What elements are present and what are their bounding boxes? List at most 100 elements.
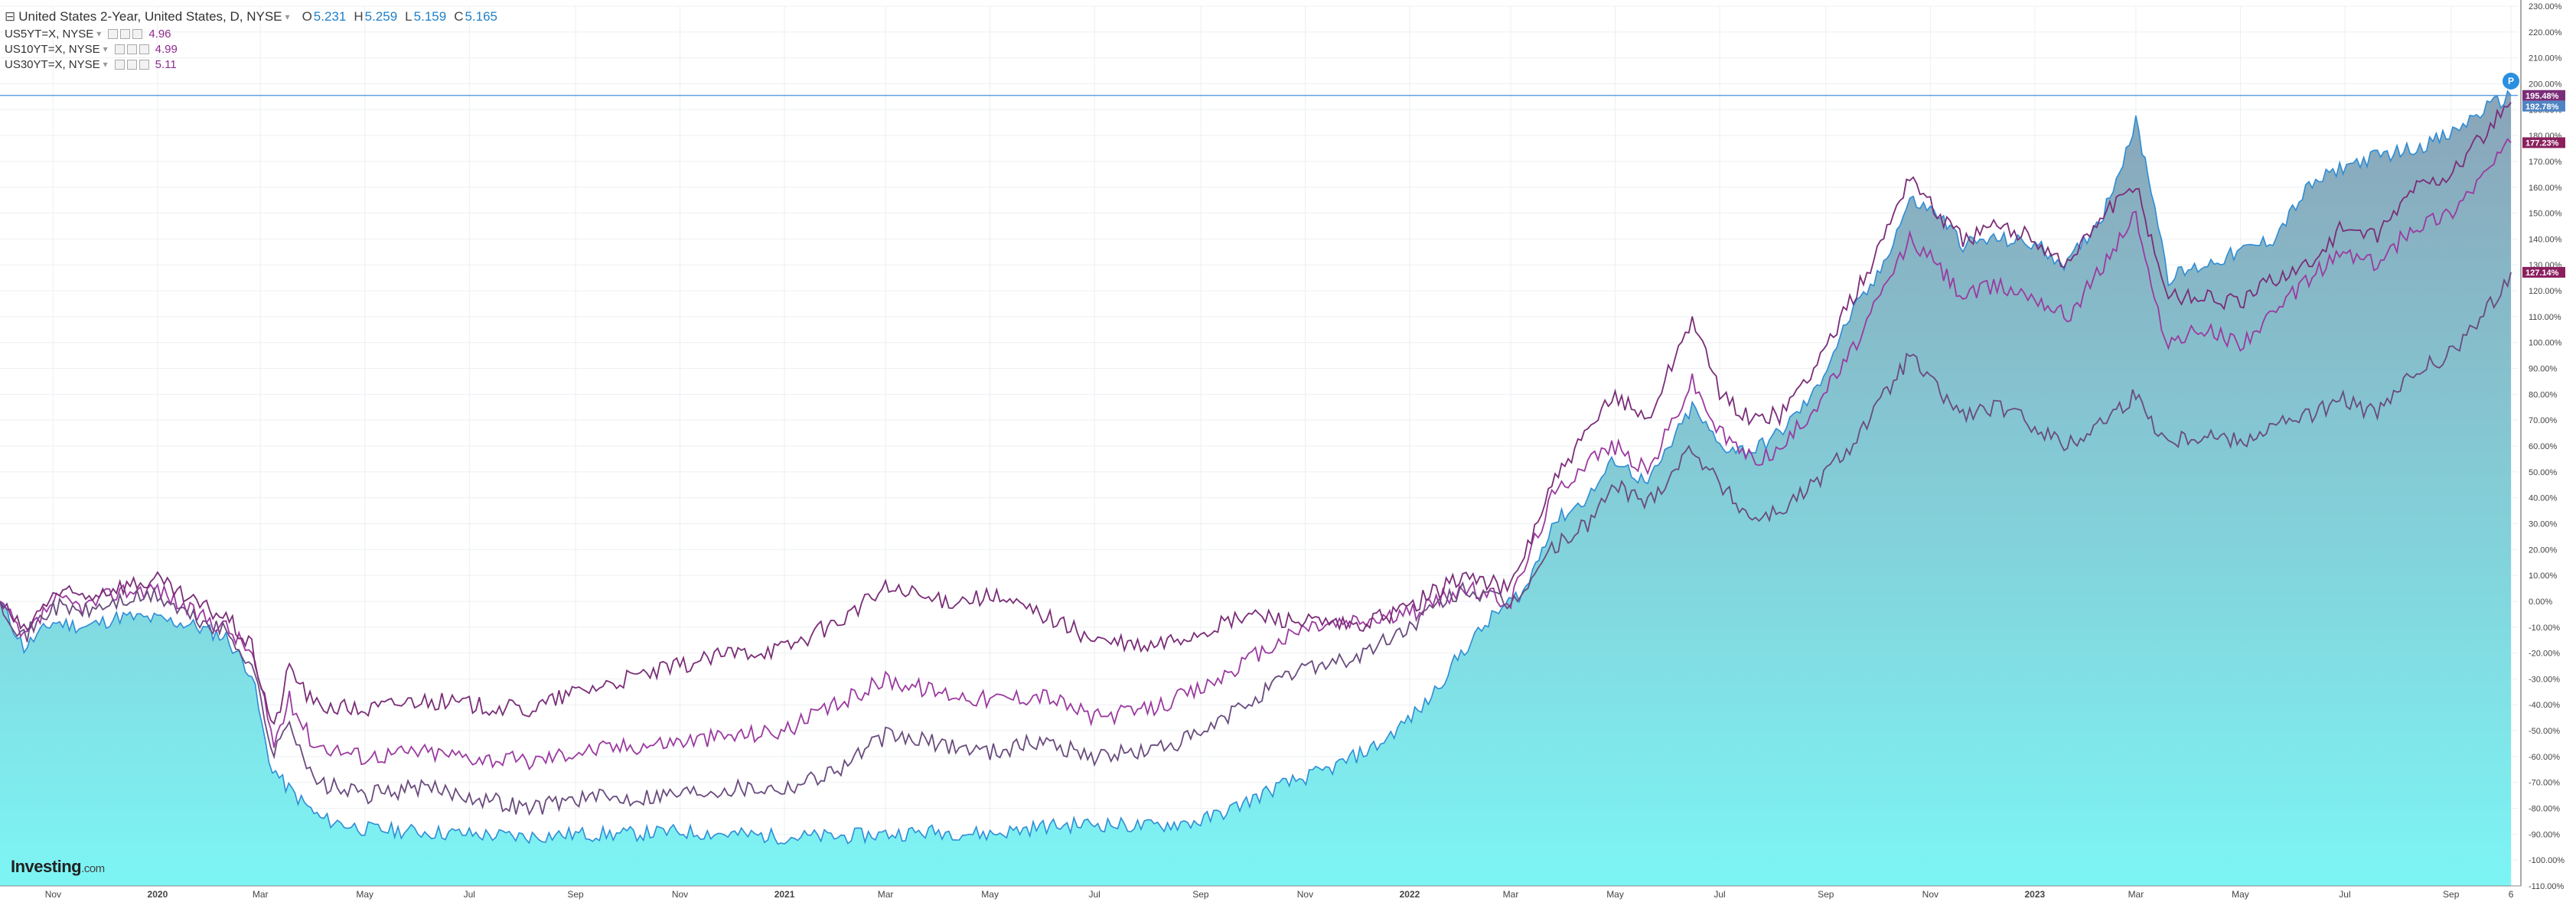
- x-tick-label: Mar: [2128, 889, 2144, 900]
- y-tick-label: 150.00%: [2529, 210, 2562, 219]
- compare-series-line: [0, 138, 2512, 771]
- settings-icon[interactable]: [120, 28, 131, 39]
- x-tick-label: 2021: [774, 889, 795, 900]
- y-tick-label: 200.00%: [2529, 80, 2562, 89]
- compare-symbol: US10YT=X, NYSE: [5, 42, 100, 56]
- remove-icon[interactable]: [139, 44, 149, 54]
- y-tick-label: 80.00%: [2529, 390, 2558, 399]
- dropdown-arrow-icon[interactable]: ▾: [285, 11, 290, 22]
- compare-symbol: US30YT=X, NYSE: [5, 57, 100, 71]
- x-tick-label: May: [981, 889, 999, 900]
- y-tick-label: 30.00%: [2529, 519, 2558, 529]
- y-tick-label: 40.00%: [2529, 494, 2558, 503]
- y-tick-label: 220.00%: [2529, 28, 2562, 37]
- compare-value: 4.96: [148, 27, 171, 41]
- y-tick-label: 0.00%: [2529, 598, 2552, 607]
- dropdown-arrow-icon[interactable]: ▾: [103, 59, 108, 70]
- x-tick-label: Jul: [2339, 889, 2350, 900]
- y-tick-label: 90.00%: [2529, 365, 2558, 374]
- x-tick-label: Sep: [2443, 889, 2460, 900]
- dropdown-arrow-icon[interactable]: ▾: [96, 28, 102, 39]
- y-tick-label: 60.00%: [2529, 442, 2558, 451]
- x-tick-label: Mar: [878, 889, 894, 900]
- legend-compare-row: US30YT=X, NYSE ▾ 5.11: [5, 57, 497, 72]
- y-tick-label: 170.00%: [2529, 158, 2562, 167]
- x-tick-label: Nov: [672, 889, 688, 900]
- compare-series-line: [0, 272, 2512, 816]
- x-tick-label: Mar: [1503, 889, 1519, 900]
- ohlc-low: L 5.159: [405, 9, 447, 24]
- y-tick-label: 120.00%: [2529, 287, 2562, 296]
- y-tick-label: 70.00%: [2529, 416, 2558, 425]
- legend-main-row: ⊟ United States 2-Year, United States, D…: [5, 8, 497, 26]
- visibility-toggle-icon[interactable]: [114, 59, 125, 70]
- y-tick-label: -30.00%: [2529, 675, 2560, 684]
- x-tick-label: Jul: [1088, 889, 1100, 900]
- legend-compare-row: US10YT=X, NYSE ▾ 4.99: [5, 41, 497, 57]
- x-tick-label: Nov: [1297, 889, 1313, 900]
- settings-icon[interactable]: [126, 59, 137, 70]
- main-series-title: United States 2-Year, United States, D, …: [18, 9, 282, 24]
- y-tick-label: -70.00%: [2529, 779, 2560, 788]
- y-tick-label: -40.00%: [2529, 701, 2560, 710]
- last-value-label: 127.14%: [2525, 269, 2559, 278]
- last-value-badge: [2522, 137, 2565, 148]
- settings-icon[interactable]: [126, 44, 137, 54]
- y-tick-label: 110.00%: [2529, 313, 2561, 322]
- ohlc-open: O 5.231: [302, 9, 347, 24]
- main-series-line: [0, 90, 2512, 845]
- x-tick-label: May: [1606, 889, 1624, 900]
- x-tick-label: Sep: [567, 889, 584, 900]
- y-tick-label: 100.00%: [2529, 339, 2562, 348]
- remove-icon[interactable]: [139, 59, 149, 70]
- x-tick-label: Sep: [1192, 889, 1209, 900]
- y-tick-label: -80.00%: [2529, 805, 2560, 814]
- x-tick-label: Mar: [253, 889, 269, 900]
- chart-legend: ⊟ United States 2-Year, United States, D…: [5, 8, 497, 72]
- y-tick-label: 160.00%: [2529, 184, 2562, 193]
- x-tick-label: 6: [2509, 889, 2514, 900]
- flag-badge-icon[interactable]: P: [2503, 73, 2519, 90]
- y-tick-label: -60.00%: [2529, 753, 2560, 762]
- last-value-badge: [2522, 100, 2565, 112]
- x-tick-label: 2023: [2025, 889, 2046, 900]
- main-series-area: [0, 91, 2512, 886]
- y-tick-label: -50.00%: [2529, 727, 2560, 736]
- last-value-label: 195.48%: [2525, 92, 2559, 101]
- compare-value: 4.99: [155, 42, 178, 56]
- legend-compare-row: US5YT=X, NYSE ▾ 4.96: [5, 26, 497, 41]
- compare-symbol: US5YT=X, NYSE: [5, 27, 94, 41]
- y-tick-label: -110.00%: [2529, 882, 2564, 891]
- y-tick-label: -10.00%: [2529, 624, 2560, 633]
- last-value-badge: [2522, 90, 2565, 101]
- last-value-badge: [2522, 266, 2565, 278]
- y-tick-label: 50.00%: [2529, 468, 2558, 477]
- y-tick-label: 20.00%: [2529, 545, 2558, 555]
- x-tick-label: 2022: [1400, 889, 1420, 900]
- last-value-label: 177.23%: [2525, 138, 2559, 148]
- dropdown-arrow-icon[interactable]: ▾: [103, 44, 108, 54]
- y-tick-label: 10.00%: [2529, 571, 2558, 581]
- y-tick-label: 140.00%: [2529, 235, 2562, 244]
- collapse-icon[interactable]: ⊟: [5, 9, 16, 24]
- last-value-label: 192.78%: [2525, 103, 2559, 112]
- visibility-toggle-icon[interactable]: [108, 28, 119, 39]
- x-tick-label: Nov: [45, 889, 61, 900]
- x-tick-label: Jul: [1714, 889, 1725, 900]
- visibility-toggle-icon[interactable]: [114, 44, 125, 54]
- x-tick-label: May: [356, 889, 373, 900]
- y-tick-label: 230.00%: [2529, 2, 2562, 11]
- investing-logo: Investing.com: [11, 857, 105, 876]
- x-tick-label: Jul: [464, 889, 475, 900]
- ohlc-close: C 5.165: [454, 9, 498, 24]
- y-tick-label: -100.00%: [2529, 856, 2565, 865]
- x-tick-label: 2020: [148, 889, 168, 900]
- x-tick-label: Sep: [1818, 889, 1834, 900]
- x-tick-label: May: [2232, 889, 2249, 900]
- remove-icon[interactable]: [132, 28, 143, 39]
- compare-series-line: [0, 102, 2512, 725]
- compare-value: 5.11: [155, 57, 177, 71]
- y-tick-label: -20.00%: [2529, 650, 2560, 659]
- ohlc-high: H 5.259: [354, 9, 398, 24]
